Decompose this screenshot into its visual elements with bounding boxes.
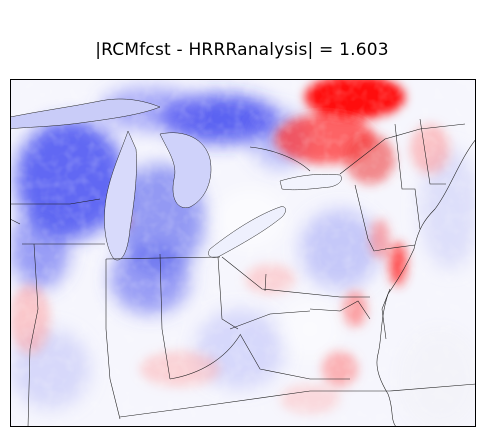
great-lakes xyxy=(10,98,342,261)
political-borders xyxy=(10,118,476,427)
difference-map xyxy=(10,79,476,427)
figure-title: |RCMfcst - HRRRanalysis| = 1.603 xyxy=(95,40,389,60)
map-frame xyxy=(10,79,476,427)
